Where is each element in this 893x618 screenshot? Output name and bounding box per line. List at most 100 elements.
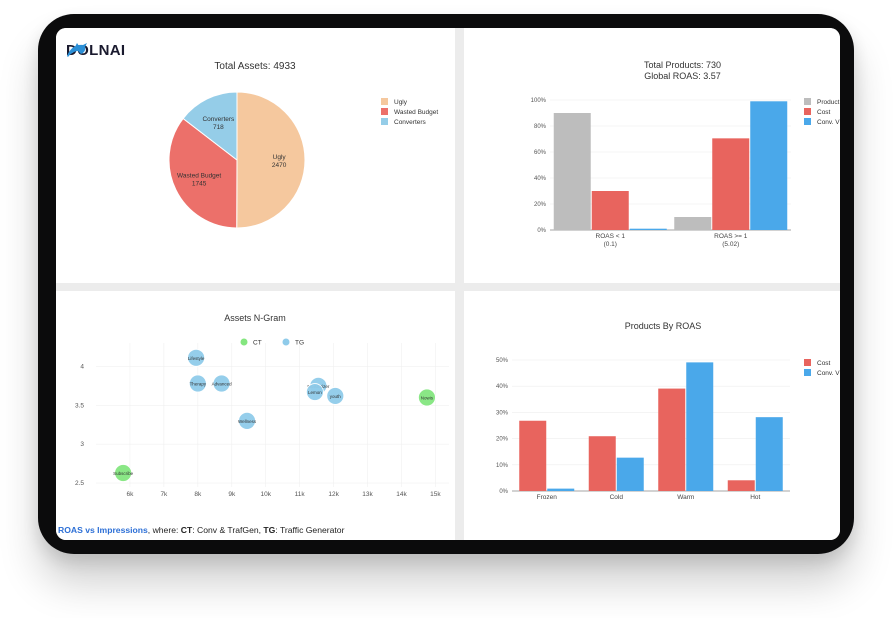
bubble-tg bbox=[188, 374, 207, 393]
dashboard-screen: DOLNAI Total Assets: 4933 Ugly 2470 Wasted … bbox=[56, 28, 840, 540]
x-tick-label: Cold bbox=[610, 494, 624, 501]
legend-label: Ugly bbox=[394, 99, 408, 106]
x-tick-label: ROAS >= 1 bbox=[714, 233, 748, 240]
pie-slice-ugly bbox=[236, 91, 306, 229]
y-tick-label: 30% bbox=[496, 410, 509, 416]
bar-cost-warm bbox=[658, 388, 686, 491]
bubble-tg bbox=[187, 348, 206, 367]
bubble-label: Lifestyle bbox=[188, 356, 205, 361]
y-tick-label: 60% bbox=[534, 150, 547, 156]
legend-swatch bbox=[804, 369, 811, 376]
bubble-label: Lemon bbox=[308, 390, 322, 395]
pie-slice-wasted-budget bbox=[168, 117, 238, 229]
y-tick-label: 3 bbox=[80, 441, 84, 448]
pie-slice-converters bbox=[182, 91, 238, 162]
legend-swatch bbox=[381, 98, 388, 105]
chart-footnote: ROAS vs Impressions, where: CT: Conv & T… bbox=[58, 525, 344, 535]
chart-title: Total Products: 730 bbox=[644, 60, 721, 70]
bar-product-roas-1 bbox=[553, 113, 591, 230]
y-tick-label: 20% bbox=[496, 437, 509, 443]
legend-label: CT bbox=[253, 340, 262, 347]
slice-label: Ugly bbox=[273, 154, 287, 161]
legend-label: TG bbox=[295, 340, 304, 347]
brand-logo[interactable]: DOLNAI bbox=[66, 42, 125, 59]
chart-title: Total Assets: 4933 bbox=[214, 61, 296, 72]
y-tick-label: 3.5 bbox=[75, 402, 84, 409]
chart-title: Products By ROAS bbox=[625, 321, 702, 331]
dolphin-icon bbox=[67, 43, 87, 57]
bubble-label: Therapy bbox=[190, 381, 207, 386]
bubble-label: Wellness bbox=[238, 419, 257, 424]
x-tick-sublabel: (0.1) bbox=[604, 241, 617, 248]
bar-conv-v-roas-1 bbox=[750, 101, 788, 230]
y-tick-label: 100% bbox=[531, 98, 547, 104]
legend-marker bbox=[240, 338, 248, 346]
x-tick-label: 13k bbox=[362, 491, 373, 498]
products-by-roas-panel: Products By ROAS 0% 10% 20% 30% 40% 50% Frozen C… bbox=[464, 291, 840, 540]
x-tick-label: 9k bbox=[228, 491, 236, 498]
bar-conv-v-roas-1 bbox=[629, 228, 667, 230]
bubble-label: youth bbox=[330, 394, 342, 399]
bar-conv-v-warm bbox=[686, 362, 714, 491]
y-tick-label: 40% bbox=[496, 384, 509, 390]
bar-cost-roas-1 bbox=[591, 191, 629, 230]
slice-label: Converters bbox=[202, 116, 235, 123]
slice-value: 2470 bbox=[272, 162, 287, 169]
legend-label: Cost bbox=[817, 360, 831, 367]
slice-value: 1745 bbox=[192, 181, 207, 188]
x-tick-label: 11k bbox=[295, 491, 306, 498]
chart-title: Assets N-Gram bbox=[224, 313, 286, 323]
y-tick-label: 4 bbox=[80, 363, 84, 370]
legend-swatch bbox=[381, 118, 388, 125]
bar-cost-roas-1 bbox=[712, 138, 750, 230]
y-tick-label: 0% bbox=[537, 228, 546, 234]
x-tick-sublabel: (5.02) bbox=[722, 241, 739, 248]
legend-swatch bbox=[804, 359, 811, 366]
legend-swatch bbox=[804, 108, 811, 115]
bar-cost-cold bbox=[588, 436, 616, 491]
bubble-tg bbox=[238, 411, 256, 430]
total-assets-panel: DOLNAI Total Assets: 4933 Ugly 2470 Wasted … bbox=[56, 28, 455, 283]
bar-product-roas-1 bbox=[674, 217, 712, 230]
chart-title: Global ROAS: 3.57 bbox=[644, 71, 721, 81]
footnote-tg-desc: : Traffic Generator bbox=[275, 525, 345, 535]
bubble-tg bbox=[306, 383, 324, 401]
y-tick-label: 20% bbox=[534, 202, 547, 208]
y-tick-label: 0% bbox=[499, 489, 508, 495]
x-tick-label: 8k bbox=[194, 491, 202, 498]
ngram-scatter-chart: Assets N-Gram 6k 7k 8k 9k 10k 11k 12k 13k 14k 15k 2… bbox=[75, 313, 449, 498]
y-tick-label: 2.5 bbox=[75, 480, 84, 487]
x-tick-label: Warm bbox=[677, 494, 694, 501]
footnote-ct-key: CT bbox=[180, 525, 193, 535]
products-roas-split-panel: Total Products: 730 Global ROAS: 3.57 0% 20… bbox=[464, 28, 840, 283]
bubble-label: Advanced bbox=[212, 381, 233, 386]
bubble-tg bbox=[326, 387, 345, 405]
legend-label: Wasted Budget bbox=[394, 109, 438, 116]
x-tick-label: 14k bbox=[396, 491, 407, 498]
legend-swatch bbox=[804, 118, 811, 125]
legend-label: Conv. V bbox=[817, 119, 840, 126]
products-by-roas-bar-chart: Products By ROAS 0% 10% 20% 30% 40% 50% Frozen C… bbox=[496, 321, 840, 501]
legend-label: Converters bbox=[394, 119, 427, 126]
ngram-panel: Assets N-Gram 6k 7k 8k 9k 10k 11k 12k 13k 14k 15k 2… bbox=[56, 291, 455, 540]
legend-marker bbox=[282, 338, 290, 346]
footnote-ct-desc: : Conv & TrafGen, bbox=[192, 525, 264, 535]
x-tick-label: 7k bbox=[160, 491, 168, 498]
legend-swatch bbox=[804, 98, 811, 105]
bubble-label: Subscribe bbox=[113, 471, 134, 476]
roas-impressions-link[interactable]: ROAS vs Impressions bbox=[58, 525, 148, 535]
bubble-label: Nowis bbox=[421, 395, 434, 400]
bar-conv-v-cold bbox=[616, 457, 644, 491]
bubble-tg bbox=[212, 374, 231, 393]
y-tick-label: 80% bbox=[534, 124, 547, 130]
bar-conv-v-frozen bbox=[547, 488, 575, 491]
legend-swatch bbox=[381, 108, 388, 115]
x-tick-label: 12k bbox=[328, 491, 339, 498]
footnote-text: , where: bbox=[147, 525, 181, 535]
x-tick-label: Hot bbox=[750, 494, 760, 501]
footnote-tg-key: TG bbox=[263, 525, 276, 535]
bar-conv-v-hot bbox=[755, 417, 783, 491]
legend-label: Product bbox=[817, 99, 840, 106]
